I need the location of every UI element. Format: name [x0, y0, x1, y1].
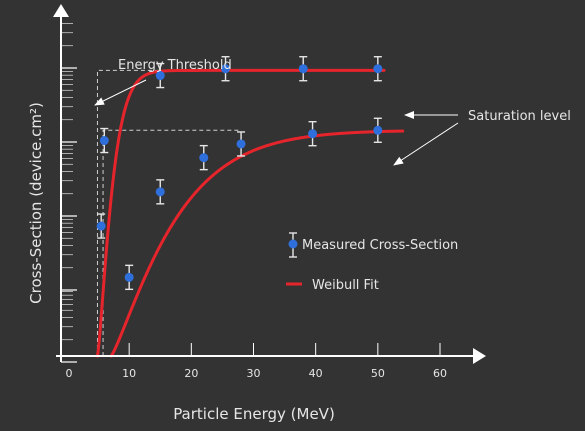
- x-tick-label: 30: [247, 367, 261, 380]
- weibull-fit-curve-1: [95, 68, 386, 358]
- data-point: [308, 129, 318, 139]
- threshold-guide-lines: [96, 69, 242, 356]
- x-tick-label: 60: [433, 367, 447, 380]
- data-point: [373, 64, 383, 74]
- measured-data-points: [96, 56, 383, 291]
- weibull-fit-curves: [95, 68, 405, 358]
- y-axis-log-minor-ticks: [61, 22, 77, 363]
- x-tick-label: 0: [66, 367, 73, 380]
- y-axis-label: Cross-Section (device.cm²): [27, 102, 45, 304]
- data-point: [236, 139, 246, 149]
- x-tick-label: 20: [184, 367, 198, 380]
- data-point: [221, 64, 231, 74]
- legend-marker-measured: [288, 239, 298, 249]
- threshold-guide-2: [102, 129, 242, 356]
- saturation-level-annotation: Saturation level: [468, 109, 571, 124]
- data-point: [155, 71, 165, 81]
- x-tick-label: 10: [122, 367, 136, 380]
- data-point: [373, 125, 383, 135]
- x-tick-label: 50: [371, 367, 385, 380]
- data-point: [124, 272, 134, 282]
- data-point: [99, 136, 109, 146]
- weibull-fit-curve-2: [109, 129, 405, 358]
- legend: Measured Cross-Section Weibull Fit: [286, 232, 458, 293]
- energy-threshold-arrow: [94, 79, 147, 106]
- legend-label-measured: Measured Cross-Section: [302, 238, 458, 253]
- legend-label-fit: Weibull Fit: [312, 278, 379, 293]
- data-point: [96, 221, 106, 231]
- data-point: [199, 153, 209, 163]
- x-tick-label: 40: [309, 367, 323, 380]
- y-axis-arrowhead: [53, 4, 69, 17]
- saturation-arrow-lower: [393, 122, 459, 166]
- data-point: [155, 187, 165, 197]
- data-point: [298, 64, 308, 74]
- x-axis-arrowhead: [473, 348, 486, 364]
- x-axis-label: Particle Energy (MeV): [173, 405, 335, 423]
- x-axis-ticks: 0 10 20 30 40 50 60: [66, 343, 447, 380]
- energy-threshold-annotation: Energy Threshold: [118, 58, 232, 73]
